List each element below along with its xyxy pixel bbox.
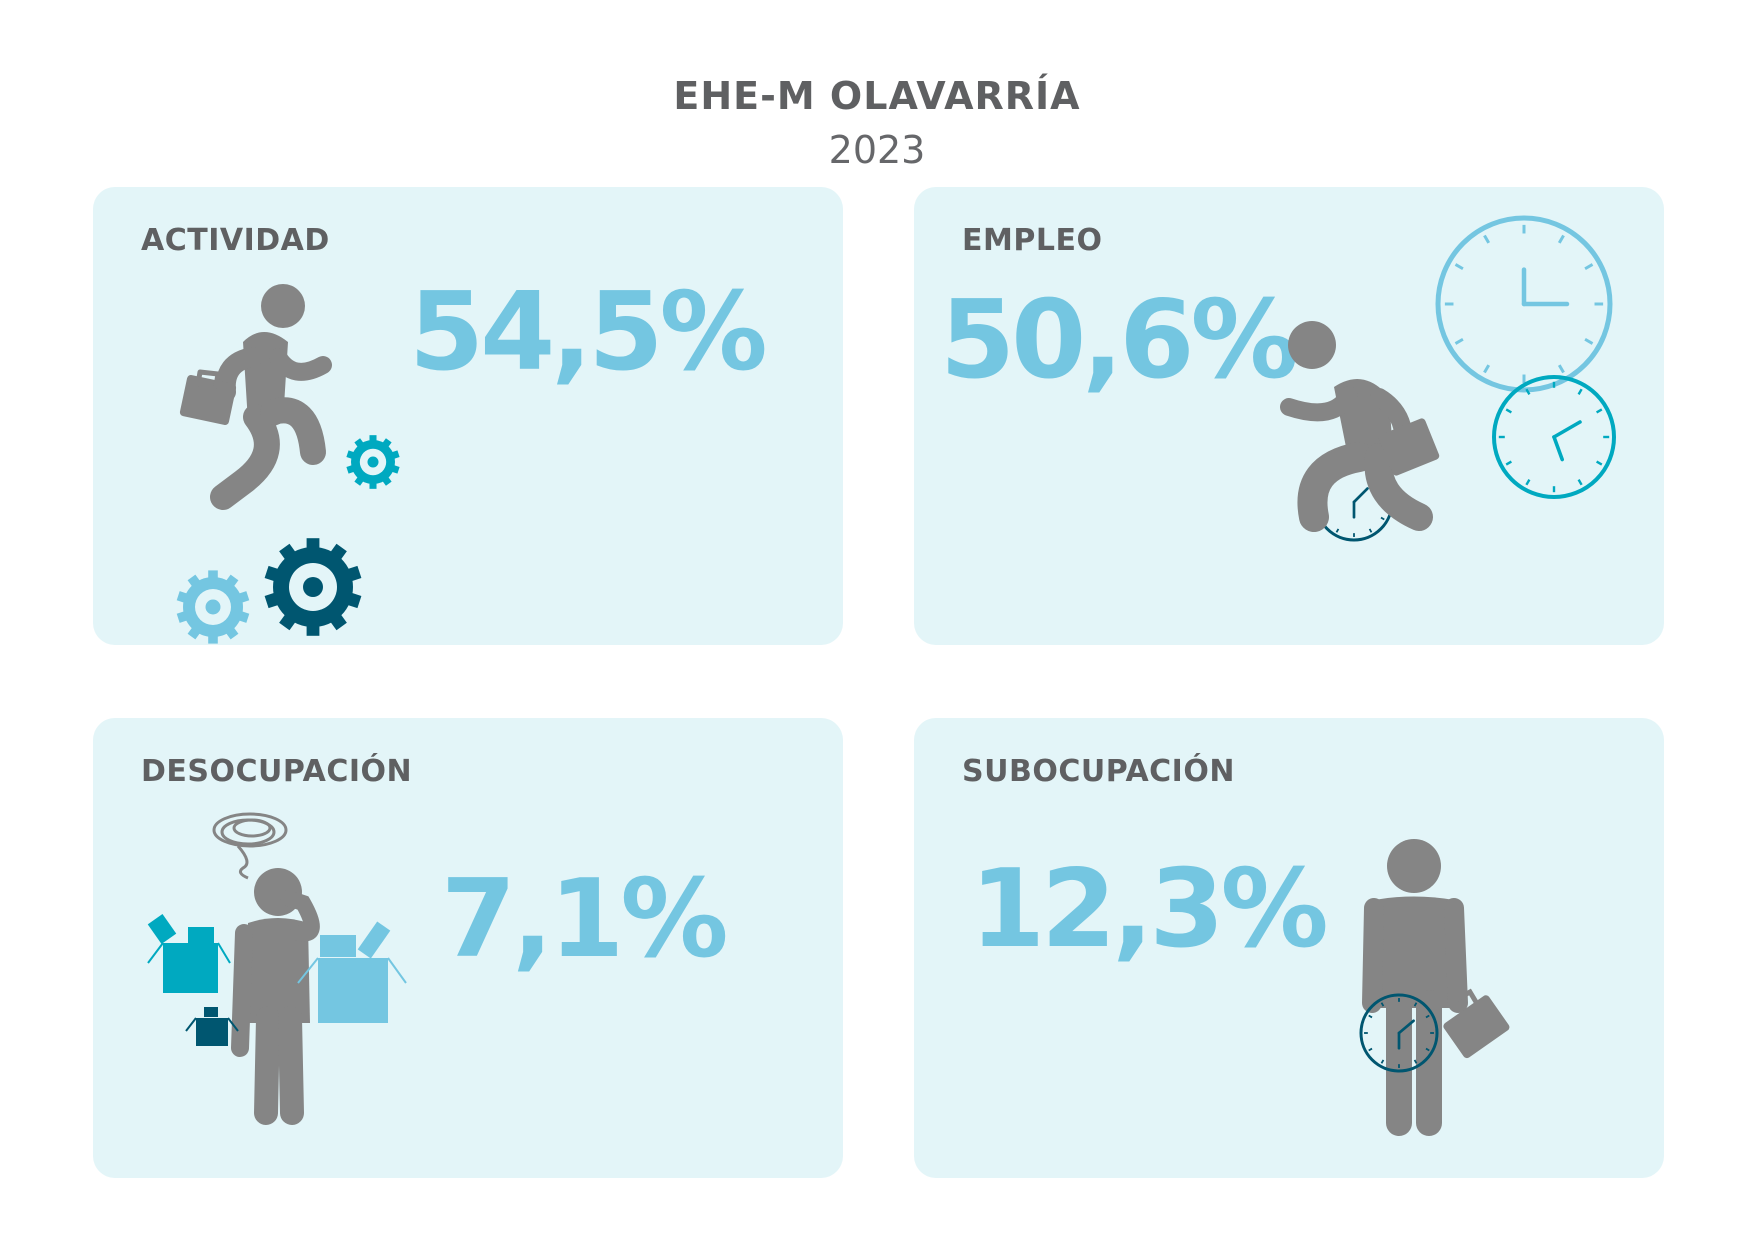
- gear-icon: [177, 570, 250, 643]
- gear-icon: [265, 538, 362, 636]
- gear-icon: [346, 435, 399, 489]
- card-actividad: ACTIVIDAD 54,5%: [93, 187, 843, 645]
- briefcase-icon: [1444, 988, 1524, 1068]
- page-year: 2023: [0, 128, 1754, 172]
- clock-icon: [1494, 377, 1614, 497]
- card-label: DESOCUPACIÓN: [141, 754, 412, 789]
- card-label: EMPLEO: [962, 223, 1102, 258]
- card-subocupacion: SUBOCUPACIÓN 12,3%: [914, 718, 1664, 1178]
- gear-icon: [183, 417, 473, 597]
- card-value: 12,3%: [970, 856, 1325, 964]
- card-label: SUBOCUPACIÓN: [962, 754, 1235, 789]
- box-icon: [148, 903, 418, 1063]
- card-value: 54,5%: [409, 279, 764, 387]
- running-person-icon: [1274, 317, 1474, 547]
- page-title: EHE-M OLAVARRÍA: [0, 74, 1754, 118]
- card-desocupacion: DESOCUPACIÓN 7,1%: [93, 718, 843, 1178]
- clock-icon: [1354, 988, 1444, 1078]
- card-value: 50,6%: [940, 287, 1295, 395]
- card-empleo: EMPLEO 50,6%: [914, 187, 1664, 645]
- card-value: 7,1%: [441, 866, 725, 974]
- card-label: ACTIVIDAD: [141, 223, 330, 258]
- clock-icon: [1361, 995, 1437, 1071]
